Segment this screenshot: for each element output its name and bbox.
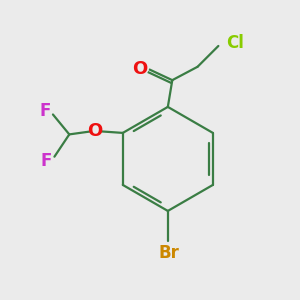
Text: O: O (132, 60, 147, 78)
Text: F: F (40, 102, 51, 120)
Text: Cl: Cl (226, 34, 244, 52)
Text: F: F (41, 152, 52, 170)
Text: O: O (87, 122, 102, 140)
Text: Br: Br (158, 244, 179, 262)
